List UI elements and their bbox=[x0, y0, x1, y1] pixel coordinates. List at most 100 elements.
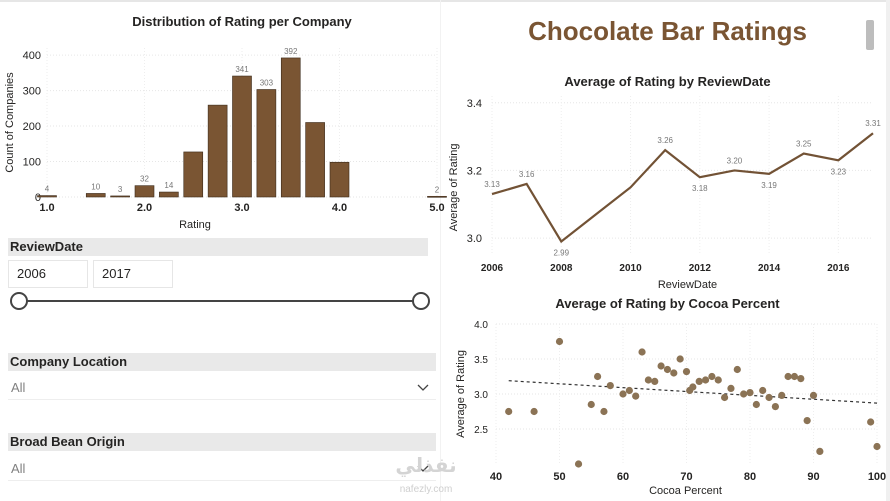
bar-data-label: 4 bbox=[45, 185, 50, 194]
x-axis-title: Rating bbox=[179, 219, 211, 231]
bean-origin-dropdown[interactable]: All bbox=[8, 457, 436, 481]
bar bbox=[37, 195, 57, 198]
bar-data-label: 303 bbox=[260, 79, 274, 88]
scatter-point bbox=[644, 376, 652, 384]
x-axis-title: ReviewDate bbox=[658, 279, 717, 291]
x-tick-label: 2006 bbox=[481, 263, 504, 274]
scatter-point bbox=[651, 377, 659, 385]
scatter-point bbox=[606, 382, 614, 390]
by-cocoa-chart[interactable]: 2.5 3.0 3.5 4.0 40 50 60 70 80 90 100 Cocoa Percent… bbox=[440, 310, 886, 501]
scatter-point bbox=[752, 400, 760, 409]
start-date-input[interactable]: 2006 bbox=[8, 260, 88, 288]
scatter-point bbox=[708, 372, 716, 381]
y-tick-label: 3.0 bbox=[467, 233, 482, 245]
scatter-point bbox=[733, 365, 741, 374]
bar-data-label: 3 bbox=[118, 185, 123, 194]
scatter-point bbox=[701, 376, 710, 384]
x-tick-label: 4.0 bbox=[332, 202, 347, 214]
y-tick-label: 3.2 bbox=[467, 165, 482, 177]
trend-line bbox=[508, 380, 878, 404]
scatter-point bbox=[670, 369, 678, 377]
end-date-input[interactable]: 2017 bbox=[93, 260, 173, 288]
y-tick-label: 3.5 bbox=[474, 355, 488, 366]
point-data-label: 3.26 bbox=[657, 136, 673, 145]
scatter-point bbox=[790, 372, 799, 381]
scatter-point bbox=[809, 391, 818, 399]
bean-origin-slicer-header: Broad Bean Origin bbox=[8, 433, 436, 451]
bar-data-label: 32 bbox=[140, 175, 149, 184]
x-tick-label: 60 bbox=[617, 471, 629, 483]
x-tick-label: 5.0 bbox=[429, 202, 444, 214]
distribution-chart-title: Distribution of Rating per Company bbox=[132, 14, 352, 29]
date-slider-end-thumb[interactable] bbox=[412, 292, 430, 310]
bar-data-label: 2 bbox=[435, 185, 440, 194]
scatter-point bbox=[657, 362, 665, 370]
y-tick-label: 3.0 bbox=[474, 390, 488, 401]
scatter-point bbox=[676, 355, 684, 363]
scatter-point bbox=[625, 386, 633, 395]
svg-text:nafezly.com: nafezly.com bbox=[400, 484, 453, 495]
bar bbox=[427, 195, 447, 198]
chevron-down-icon[interactable] bbox=[416, 457, 430, 489]
company-location-dropdown[interactable]: All bbox=[8, 376, 436, 400]
bar bbox=[159, 191, 179, 198]
scatter-point bbox=[714, 376, 722, 384]
x-tick-label: 3.0 bbox=[234, 202, 249, 214]
bar bbox=[305, 122, 325, 198]
review-date-slicer-header: ReviewDate bbox=[8, 238, 428, 256]
bar-data-label: 10 bbox=[91, 182, 100, 191]
by-date-chart[interactable]: 3.0 3.2 3.4 2006 2008 2010 2012 2014 2016 3.13 3.1… bbox=[440, 88, 881, 293]
watermark-logo: نفذلي nafezly.com bbox=[388, 448, 464, 498]
bar-data-label: 341 bbox=[235, 65, 249, 74]
scatter-point bbox=[695, 377, 703, 385]
y-tick-label: 300 bbox=[23, 86, 41, 98]
scatter-point bbox=[721, 393, 729, 402]
scatter-point bbox=[771, 403, 779, 411]
scatter-point bbox=[594, 372, 602, 381]
scatter-point bbox=[505, 407, 513, 416]
point-data-label: 3.31 bbox=[865, 119, 881, 128]
panel-divider bbox=[440, 0, 441, 501]
chevron-down-icon[interactable] bbox=[416, 376, 430, 408]
company-location-slicer-header: Company Location bbox=[8, 353, 436, 371]
y-tick-label: 400 bbox=[23, 50, 41, 62]
svg-text:نفذلي: نفذلي bbox=[395, 453, 456, 478]
point-data-label: 3.20 bbox=[727, 156, 743, 165]
page-title: Chocolate Bar Ratings bbox=[528, 16, 807, 46]
date-slider-start-thumb[interactable] bbox=[10, 292, 28, 310]
x-tick-label: 2014 bbox=[758, 263, 781, 274]
scatter-point bbox=[784, 372, 792, 381]
point-data-label: 3.19 bbox=[761, 181, 777, 190]
company-location-value: All bbox=[11, 380, 26, 395]
bar bbox=[232, 75, 252, 198]
right-edge bbox=[886, 0, 890, 501]
y-axis-title: Count of Companies bbox=[4, 72, 16, 173]
bar bbox=[329, 161, 350, 198]
x-tick-label: 50 bbox=[553, 471, 565, 483]
y-axis-title: Average of Rating bbox=[448, 144, 460, 232]
scatter-point bbox=[740, 390, 748, 398]
scatter-point bbox=[638, 348, 646, 356]
point-data-label: 3.18 bbox=[692, 184, 708, 193]
scatter-point bbox=[765, 393, 773, 402]
scatter-point bbox=[530, 407, 538, 416]
scatter-point bbox=[816, 447, 824, 455]
scatter-point bbox=[803, 417, 811, 425]
scatter-point bbox=[867, 418, 875, 426]
date-slider-track[interactable] bbox=[18, 300, 422, 302]
bar-data-label: 14 bbox=[164, 181, 173, 190]
scatter-point bbox=[759, 386, 767, 395]
point-data-label: 3.23 bbox=[831, 167, 847, 176]
x-tick-label: 40 bbox=[490, 471, 502, 483]
y-tick-label: 0 bbox=[35, 192, 41, 204]
y-tick-label: 2.5 bbox=[474, 425, 488, 436]
y-axis-title: Average of Rating bbox=[455, 350, 467, 438]
x-tick-label: 80 bbox=[744, 471, 756, 483]
distribution-chart[interactable]: 0 100 200 300 400 1.0 2.0 3.0 4.0 5.0 4 10 3 32 14 341 3… bbox=[0, 36, 447, 236]
point-data-label: 3.13 bbox=[484, 180, 500, 189]
scrollbar[interactable] bbox=[866, 20, 874, 50]
x-tick-label: 2.0 bbox=[137, 202, 152, 214]
series-line bbox=[491, 132, 874, 244]
bar bbox=[256, 89, 277, 198]
bar bbox=[183, 151, 204, 198]
